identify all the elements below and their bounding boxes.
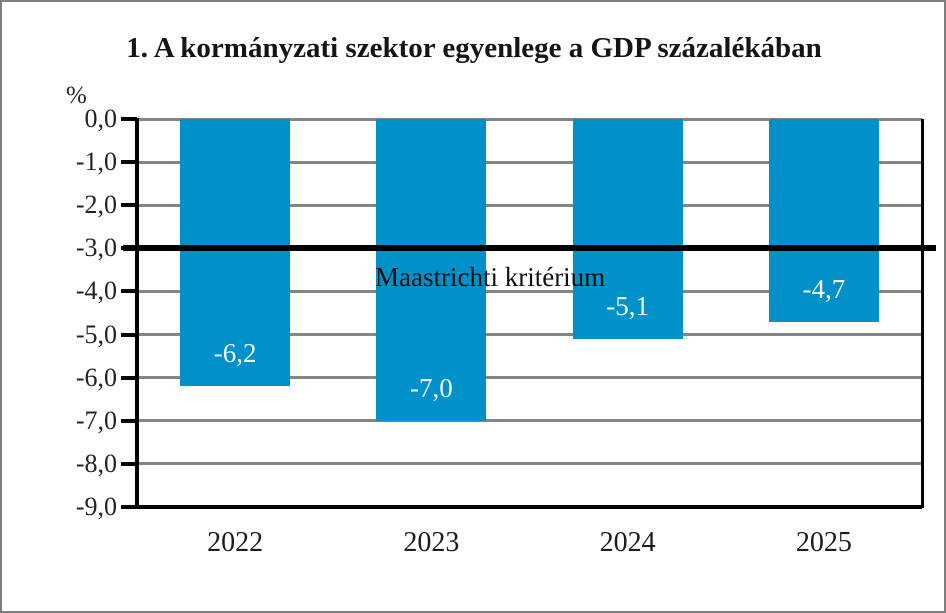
gridline	[137, 333, 922, 337]
bar-2025	[768, 119, 879, 322]
y-axis-tick	[121, 289, 137, 294]
y-axis-tick	[121, 160, 137, 165]
x-axis-line	[129, 505, 922, 509]
maastricht-label: Maastrichti kritérium	[375, 262, 606, 293]
bar-2024	[572, 119, 683, 339]
x-tick-label: 2022	[207, 527, 264, 558]
gridline	[137, 462, 922, 466]
bar-2023	[376, 119, 487, 421]
y-tick-label: -2,0	[75, 190, 117, 220]
bar-2022	[180, 119, 291, 387]
y-tick-label: 0,0	[84, 104, 118, 133]
y-axis-tick	[121, 117, 137, 121]
gridline	[137, 117, 922, 121]
gridline	[137, 419, 922, 423]
x-tick-label: 2023	[403, 527, 460, 558]
y-axis-tick	[121, 203, 137, 208]
y-axis-line	[135, 118, 139, 509]
y-axis-tick	[121, 332, 137, 337]
right-border-line	[921, 119, 924, 508]
bar-value-label: -5,1	[606, 290, 649, 321]
y-axis-tick	[121, 418, 137, 423]
gridline	[137, 289, 922, 293]
y-tick-label: -6,0	[75, 362, 117, 392]
y-tick-label: -8,0	[75, 448, 117, 478]
y-axis-tick	[121, 505, 137, 509]
y-tick-label: -3,0	[75, 233, 117, 263]
gridline	[137, 160, 922, 164]
y-axis-tick	[121, 375, 137, 380]
y-tick-label: -4,0	[75, 276, 117, 306]
x-tick-label: 2024	[599, 527, 656, 558]
x-tick-label: 2025	[795, 527, 852, 558]
chart-title: 1. A kormányzati szektor egyenlege a GDP…	[126, 32, 822, 64]
plot-area: 0,0 -1,0 -2,0 -3,0 -4,0 -5,0 -6,0 -7,0 -8,0 -9,0 -…	[76, 104, 936, 558]
maastricht-line	[123, 245, 936, 252]
y-tick-label: -1,0	[75, 147, 117, 177]
y-tick-label: -7,0	[75, 405, 117, 435]
y-tick-label: -9,0	[75, 492, 117, 521]
bar-value-label: -6,2	[213, 338, 257, 369]
y-axis-unit-label: %	[66, 82, 87, 109]
gridline	[137, 376, 922, 380]
bar-value-label: -4,7	[802, 273, 846, 304]
gridline	[137, 203, 922, 207]
y-tick-label: -5,0	[75, 319, 117, 349]
y-axis-tick	[121, 461, 137, 466]
bar-value-label: -7,0	[410, 372, 453, 403]
